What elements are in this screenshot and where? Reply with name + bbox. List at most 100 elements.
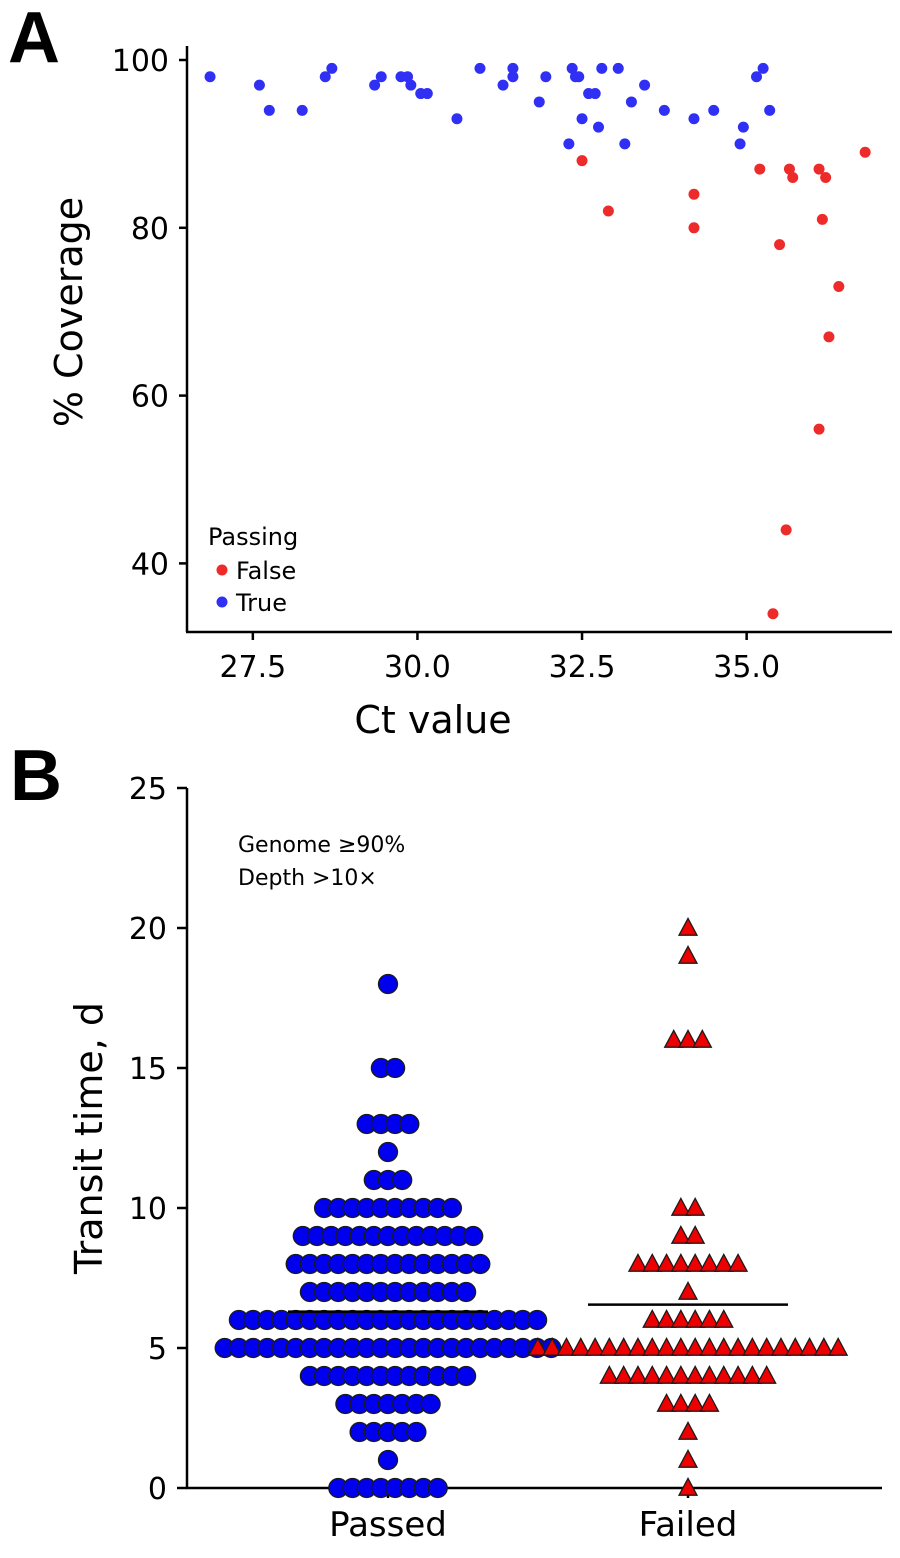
point-false (783, 163, 795, 175)
point-true (369, 79, 381, 91)
point-true (326, 62, 338, 74)
point-failed (642, 1309, 663, 1328)
point-failed (699, 1253, 720, 1272)
point-failed (692, 1029, 713, 1048)
point-failed (677, 1421, 699, 1440)
point-true (296, 104, 308, 116)
point-passed (526, 1309, 548, 1331)
y-tick-label: 10 (129, 1192, 167, 1227)
panel-b-transit-dotplot: B Transit time, d Genome ≥90% Depth >10×… (10, 736, 882, 1545)
point-true (263, 104, 275, 116)
y-tick-label: 20 (129, 912, 167, 947)
point-failed (642, 1337, 663, 1356)
point-true (576, 113, 588, 125)
point-failed (599, 1365, 620, 1384)
point-true (533, 96, 545, 108)
point-failed (713, 1365, 734, 1384)
legend-label-false: False (236, 557, 296, 585)
point-failed (527, 1337, 548, 1356)
point-failed (599, 1337, 620, 1356)
y-tick-label: 25 (129, 772, 167, 807)
category-label-passed: Passed (329, 1505, 447, 1545)
point-true (751, 71, 763, 83)
point-failed (627, 1365, 649, 1384)
point-passed (377, 973, 399, 995)
legend-title: Passing (208, 523, 298, 551)
point-failed (656, 1253, 677, 1272)
point-false (780, 524, 792, 536)
y-tick-label: 5 (148, 1332, 167, 1367)
point-false (767, 608, 779, 620)
point-failed (699, 1393, 720, 1412)
point-true (708, 104, 720, 116)
point-failed (713, 1253, 734, 1272)
point-failed (813, 1337, 834, 1356)
point-false (816, 213, 828, 225)
point-failed (828, 1337, 849, 1356)
x-tick-label: 32.5 (549, 650, 616, 685)
x-tick-label: 30.0 (384, 650, 451, 685)
point-failed (570, 1337, 591, 1356)
point-true (757, 62, 769, 74)
point-failed (785, 1337, 806, 1356)
point-true (688, 113, 700, 125)
point-passed (463, 1225, 484, 1247)
point-failed (670, 1393, 691, 1412)
point-false (823, 331, 835, 343)
point-failed (685, 1197, 706, 1216)
point-false (813, 423, 825, 435)
panel-a-points (204, 62, 871, 620)
y-tick-label: 15 (129, 1052, 167, 1087)
x-tick-label: 35.0 (713, 650, 780, 685)
point-true (319, 71, 331, 83)
legend-marker-false (216, 564, 228, 576)
point-true (563, 138, 575, 150)
y-tick-label: 0 (148, 1472, 167, 1507)
point-failed (713, 1337, 734, 1356)
panel-b-letter: B (10, 736, 62, 816)
point-passed (455, 1365, 477, 1387)
point-true (566, 62, 578, 74)
y-tick-label: 60 (131, 380, 169, 415)
point-false (787, 171, 799, 183)
point-true (253, 79, 265, 91)
point-true (593, 121, 604, 133)
point-true (375, 71, 387, 83)
point-false (576, 155, 588, 167)
point-true (737, 121, 749, 133)
point-true (734, 138, 746, 150)
x-tick-label: 27.5 (219, 650, 286, 685)
point-failed (770, 1337, 792, 1356)
point-true (573, 71, 585, 83)
point-passed (406, 1421, 427, 1443)
point-true (405, 79, 417, 91)
point-false (754, 163, 766, 175)
point-failed (642, 1365, 663, 1384)
annotation-genome: Genome ≥90% (238, 833, 405, 858)
point-true (451, 113, 463, 125)
point-failed (677, 1029, 699, 1048)
point-true (658, 104, 670, 116)
point-failed (556, 1337, 577, 1356)
point-true (639, 79, 651, 91)
point-failed (613, 1337, 634, 1356)
point-failed (670, 1253, 691, 1272)
point-failed (656, 1337, 677, 1356)
panel-a-x-axis-title: Ct value (354, 698, 511, 742)
point-failed (685, 1225, 706, 1244)
panel-b-points (214, 917, 849, 1499)
point-failed (685, 1393, 706, 1412)
point-passed (384, 1057, 406, 1079)
point-true (497, 79, 509, 91)
annotation-depth: Depth >10× (238, 866, 377, 891)
point-passed (470, 1253, 491, 1275)
point-failed (670, 1197, 691, 1216)
point-failed (727, 1365, 749, 1384)
point-failed (542, 1337, 563, 1356)
point-failed (670, 1225, 691, 1244)
point-failed (685, 1337, 706, 1356)
point-true (764, 104, 776, 116)
point-true (625, 96, 637, 108)
point-failed (685, 1309, 706, 1328)
